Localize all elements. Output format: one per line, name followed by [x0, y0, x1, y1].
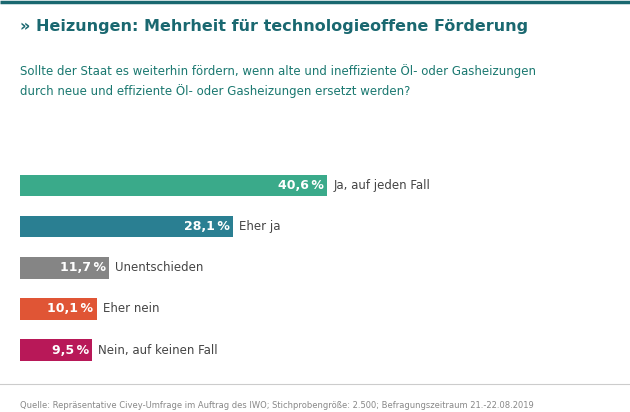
- Text: 9,5 %: 9,5 %: [52, 344, 89, 357]
- Text: 40,6 %: 40,6 %: [278, 179, 324, 192]
- Text: Quelle: Repräsentative Civey-Umfrage im Auftrag des IWO; Stichprobengröße: 2.500: Quelle: Repräsentative Civey-Umfrage im …: [20, 401, 534, 410]
- Text: Nein, auf keinen Fall: Nein, auf keinen Fall: [98, 344, 217, 357]
- Text: 28,1 %: 28,1 %: [184, 220, 229, 233]
- Text: Eher nein: Eher nein: [103, 302, 159, 316]
- Text: Sollte der Staat es weiterhin fördern, wenn alte und ineffiziente Öl- oder Gashe: Sollte der Staat es weiterhin fördern, w…: [20, 64, 536, 98]
- Text: » Heizungen: Mehrheit für technologieoffene Förderung: » Heizungen: Mehrheit für technologieoff…: [20, 19, 529, 33]
- Bar: [20, 298, 96, 320]
- Bar: [20, 257, 108, 279]
- Text: Unentschieden: Unentschieden: [115, 261, 203, 274]
- Text: 10,1 %: 10,1 %: [47, 302, 93, 316]
- Bar: [20, 216, 232, 237]
- Bar: [20, 339, 92, 361]
- Bar: [20, 175, 327, 196]
- Text: 11,7 %: 11,7 %: [60, 261, 106, 274]
- Text: Ja, auf jeden Fall: Ja, auf jeden Fall: [333, 179, 430, 192]
- Text: Eher ja: Eher ja: [239, 220, 280, 233]
